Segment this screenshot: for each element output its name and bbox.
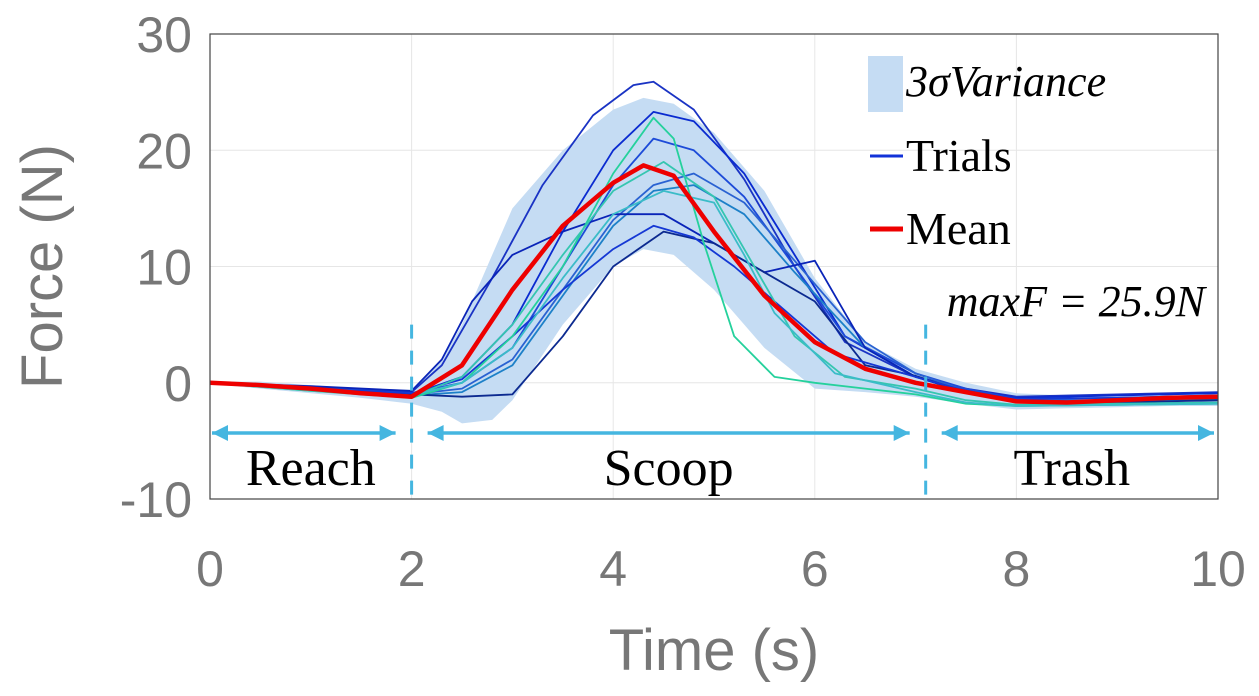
phase-arrow-head-right <box>379 425 396 441</box>
x-tick-label: 6 <box>801 541 829 597</box>
x-axis-label: Time (s) <box>609 618 819 683</box>
phase-arrow-head-left <box>212 425 228 441</box>
y-tick-label: 0 <box>164 356 192 412</box>
phase-label-reach: Reach <box>246 440 376 497</box>
y-tick-label: 10 <box>136 240 192 296</box>
y-tick-label: -10 <box>120 472 192 528</box>
phase-markers: Reach Scoop Trash <box>212 324 1214 499</box>
x-tick-label: 4 <box>599 541 627 597</box>
legend: 3σVariance Trials Mean <box>868 56 1106 254</box>
legend-band-swatch <box>868 56 903 112</box>
phase-arrow-head-left <box>427 425 444 441</box>
max-force-annotation: maxF = 25.9N <box>947 277 1208 326</box>
phase-arrow-head-right <box>893 425 910 441</box>
x-tick-label: 10 <box>1190 541 1246 597</box>
phase-label-scoop: Scoop <box>604 440 734 497</box>
y-tick-labels: 30 20 10 0 -10 <box>120 7 192 528</box>
phase-label-trash: Trash <box>1014 440 1131 497</box>
phase-arrow-head-right <box>1198 425 1214 441</box>
legend-label-trials: Trials <box>906 130 1012 181</box>
x-tick-label: 8 <box>1002 541 1030 597</box>
trial-line-10 <box>209 161 1219 406</box>
legend-label-variance: 3σVariance <box>905 57 1106 106</box>
y-tick-label: 30 <box>136 7 192 63</box>
variance-band <box>210 97 1218 424</box>
plot-frame <box>209 33 1219 500</box>
phase-arrow-head-left <box>941 425 958 441</box>
variance-band-area <box>210 97 1218 424</box>
y-tick-label: 20 <box>136 123 192 179</box>
x-tick-labels: 0 2 4 6 8 10 <box>196 541 1246 597</box>
x-tick-label: 2 <box>398 541 426 597</box>
y-axis-label: Force (N) <box>10 144 75 389</box>
x-tick-label: 0 <box>196 541 224 597</box>
trial-line-11 <box>209 190 1219 407</box>
mean-line <box>209 163 1219 405</box>
legend-label-mean: Mean <box>906 203 1011 254</box>
mean-line-group <box>209 163 1219 405</box>
